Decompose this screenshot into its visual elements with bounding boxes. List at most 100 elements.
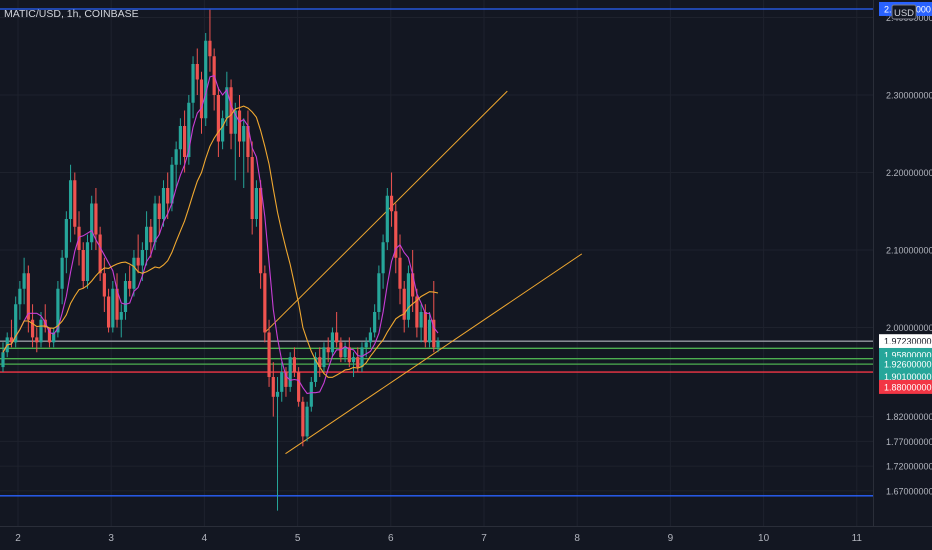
- price-label-box: [879, 379, 932, 394]
- time-tick-label: 6: [388, 533, 394, 544]
- candle-body: [187, 102, 191, 157]
- candle-body: [22, 273, 26, 289]
- candle-body: [309, 381, 313, 407]
- price-tick-label: 2.30000000: [886, 91, 932, 101]
- candle-body: [208, 40, 212, 57]
- candle-body: [195, 64, 199, 80]
- candle-body: [423, 312, 427, 343]
- candle-body: [398, 257, 402, 289]
- candle-body: [94, 203, 98, 235]
- candle-body: [322, 347, 326, 368]
- candle-body: [119, 312, 123, 320]
- horizontal-levels: [0, 8, 873, 497]
- candle-body: [389, 195, 394, 212]
- candle-body: [385, 195, 389, 243]
- candle-body: [98, 234, 102, 274]
- time-tick-label: 7: [481, 533, 487, 544]
- candle-body: [406, 273, 411, 320]
- price-label-text: 1.97230000: [884, 337, 932, 347]
- currency-badge[interactable]: USD: [891, 4, 917, 20]
- candle-body: [144, 226, 149, 250]
- candle-body: [347, 347, 351, 363]
- candle-body: [364, 342, 368, 348]
- moving-average-line: [2, 74, 439, 395]
- candle-body: [288, 357, 292, 387]
- candle-body: [1, 352, 5, 368]
- moving-average-line: [2, 105, 439, 378]
- candle-body: [292, 357, 297, 373]
- candle-body: [111, 288, 115, 328]
- candle-body: [204, 40, 208, 119]
- candle-body: [394, 211, 398, 258]
- candle-body: [419, 312, 423, 328]
- currency-badge-text: USD: [894, 8, 914, 19]
- candle-body: [246, 126, 250, 157]
- price-label-text: 1.88000000: [884, 382, 932, 392]
- candle-body: [313, 357, 318, 382]
- candle-body: [47, 327, 52, 343]
- time-tick-label: 4: [202, 533, 208, 544]
- candle-body: [381, 242, 385, 274]
- candle-body: [330, 332, 335, 353]
- candle-body: [411, 273, 415, 297]
- candle-body: [18, 288, 22, 305]
- candles: [1, 9, 440, 511]
- candle-body: [199, 79, 204, 119]
- candle-body: [52, 332, 56, 343]
- candle-body: [267, 332, 271, 377]
- candle-body: [297, 372, 301, 402]
- candle-body: [64, 219, 68, 258]
- candle-body: [254, 188, 258, 219]
- candle-body: [81, 250, 85, 281]
- symbol-title: MATIC/USD, 1h, COINBASE: [4, 8, 139, 20]
- candle-body: [225, 87, 229, 119]
- price-tick-label: 2.20000000: [886, 168, 932, 178]
- candle-body: [170, 164, 174, 204]
- price-tick-label: 1.82000000: [886, 412, 932, 422]
- candle-body: [360, 347, 364, 368]
- time-tick-label: 5: [295, 533, 301, 544]
- time-tick-label: 8: [574, 533, 580, 544]
- candle-body: [161, 188, 166, 219]
- candle-body: [149, 226, 153, 243]
- price-label-box: [879, 357, 932, 372]
- candle-body: [35, 337, 39, 343]
- candle-body: [166, 188, 170, 204]
- price-tick-label: 2.10000000: [886, 246, 932, 256]
- time-tick-label: 2: [15, 533, 21, 544]
- price-tick-label: 2.00000000: [886, 323, 932, 333]
- time-tick-label: 11: [852, 533, 863, 544]
- candle-body: [157, 203, 161, 219]
- candle-body: [102, 273, 106, 297]
- candle-body: [216, 95, 220, 142]
- candle-body: [174, 149, 178, 165]
- price-tick-label: 1.72000000: [886, 462, 932, 472]
- candle-body: [68, 180, 73, 219]
- candle-body: [284, 372, 288, 387]
- candle-body: [280, 372, 284, 392]
- candle-body: [326, 347, 330, 353]
- candle-body: [56, 288, 60, 333]
- candle-body: [263, 273, 267, 333]
- time-tick-label: 10: [758, 533, 770, 544]
- candle-body: [242, 126, 246, 142]
- candle-body: [343, 347, 347, 358]
- candle-body: [259, 188, 263, 274]
- candle-body: [233, 110, 237, 134]
- candle-body: [436, 341, 440, 348]
- candle-body: [39, 319, 43, 343]
- candle-body: [351, 357, 356, 363]
- time-axis-ticks: 2 3 4 5 6 7 8 9 10 11: [15, 533, 862, 544]
- candle-body: [377, 273, 381, 312]
- candle-body: [229, 87, 233, 134]
- candle-body: [9, 337, 14, 343]
- candle-body: [106, 296, 111, 328]
- candle-body: [115, 288, 119, 320]
- moving-averages: [2, 74, 439, 395]
- candle-body: [250, 157, 254, 219]
- candle-body: [178, 126, 182, 150]
- candle-body: [30, 319, 35, 338]
- candle-body: [335, 332, 339, 343]
